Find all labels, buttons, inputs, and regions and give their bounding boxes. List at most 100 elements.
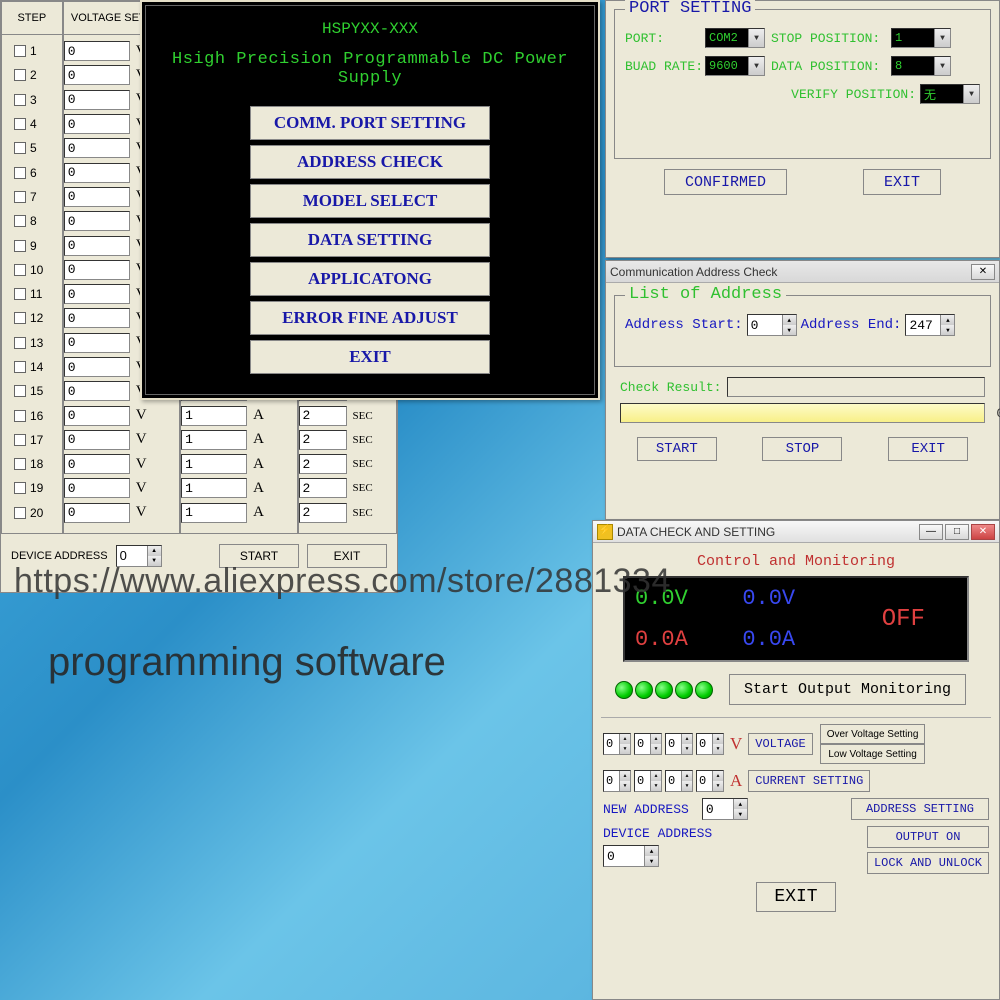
voltage-input[interactable]: 0 (64, 430, 130, 450)
step-checkbox[interactable] (14, 410, 26, 422)
voltage-input[interactable]: 0 (64, 65, 130, 85)
current-input[interactable]: 1 (181, 478, 247, 498)
digit-input[interactable]: 0▲▼ (603, 733, 631, 755)
step-start-button[interactable]: START (219, 544, 299, 568)
digit-input[interactable]: 0▲▼ (696, 733, 724, 755)
addr-start-button[interactable]: START (637, 437, 717, 461)
verify-pos-combo[interactable]: 无▼ (920, 84, 980, 104)
lock-unlock-button[interactable]: LOCK AND UNLOCK (867, 852, 989, 874)
time-input[interactable]: 2 (299, 478, 347, 498)
voltage-input[interactable]: 0 (64, 503, 130, 523)
current-input[interactable]: 1 (181, 406, 247, 426)
main-button-0[interactable]: COMM. PORT SETTING (250, 106, 490, 140)
device-address-input[interactable]: 0▲▼ (116, 545, 162, 567)
main-button-5[interactable]: ERROR FINE ADJUST (250, 301, 490, 335)
voltage-input[interactable]: 0 (64, 478, 130, 498)
minimize-icon[interactable]: — (919, 524, 943, 540)
output-on-button[interactable]: OUTPUT ON (867, 826, 989, 848)
step-checkbox[interactable] (14, 215, 26, 227)
device-address-input-2[interactable]: 0▲▼ (603, 845, 659, 867)
step-checkbox[interactable] (14, 94, 26, 106)
step-checkbox[interactable] (14, 288, 26, 300)
main-button-1[interactable]: ADDRESS CHECK (250, 145, 490, 179)
step-checkbox[interactable] (14, 458, 26, 470)
step-checkbox[interactable] (14, 118, 26, 130)
current-input[interactable]: 1 (181, 503, 247, 523)
confirmed-button[interactable]: CONFIRMED (664, 169, 787, 195)
data-exit-button[interactable]: EXIT (756, 882, 836, 912)
close-icon[interactable]: ✕ (971, 524, 995, 540)
step-checkbox[interactable] (14, 142, 26, 154)
step-checkbox[interactable] (14, 240, 26, 252)
step-number: 12 (30, 311, 43, 325)
step-checkbox[interactable] (14, 337, 26, 349)
time-input[interactable]: 2 (299, 430, 347, 450)
voltage-button[interactable]: VOLTAGE (748, 733, 812, 755)
voltage-input[interactable]: 0 (64, 454, 130, 474)
voltage-input[interactable]: 0 (64, 138, 130, 158)
addr-stop-button[interactable]: STOP (762, 437, 842, 461)
step-checkbox[interactable] (14, 167, 26, 179)
step-checkbox[interactable] (14, 385, 26, 397)
step-checkbox[interactable] (14, 45, 26, 57)
port-combo[interactable]: COM2▼ (705, 28, 765, 48)
step-checkbox[interactable] (14, 434, 26, 446)
voltage-input[interactable]: 0 (64, 406, 130, 426)
data-pos-combo[interactable]: 8▼ (891, 56, 951, 76)
current-setting-button[interactable]: CURRENT SETTING (748, 770, 870, 792)
step-checkbox[interactable] (14, 361, 26, 373)
addr-start-input[interactable]: 0▲▼ (747, 314, 797, 336)
digit-input[interactable]: 0▲▼ (696, 770, 724, 792)
voltage-input[interactable]: 0 (64, 236, 130, 256)
close-icon[interactable]: ✕ (971, 264, 995, 280)
voltage-input[interactable]: 0 (64, 187, 130, 207)
maximize-icon[interactable]: □ (945, 524, 969, 540)
voltage-input[interactable]: 0 (64, 260, 130, 280)
voltage-input[interactable]: 0 (64, 284, 130, 304)
start-monitoring-button[interactable]: Start Output Monitoring (729, 674, 966, 705)
address-setting-button[interactable]: ADDRESS SETTING (851, 798, 989, 820)
voltage-input[interactable]: 0 (64, 357, 130, 377)
step-number: 4 (30, 117, 37, 131)
digit-input[interactable]: 0▲▼ (603, 770, 631, 792)
step-checkbox[interactable] (14, 191, 26, 203)
step-exit-button[interactable]: EXIT (307, 544, 387, 568)
main-button-4[interactable]: APPLICATONG (250, 262, 490, 296)
baud-label: BUAD RATE: (625, 59, 705, 74)
stop-pos-combo[interactable]: 1▼ (891, 28, 951, 48)
step-checkbox[interactable] (14, 69, 26, 81)
time-input[interactable]: 2 (299, 503, 347, 523)
voltage-input[interactable]: 0 (64, 90, 130, 110)
voltage-input[interactable]: 0 (64, 381, 130, 401)
current-input[interactable]: 1 (181, 430, 247, 450)
main-button-3[interactable]: DATA SETTING (250, 223, 490, 257)
voltage-input[interactable]: 0 (64, 41, 130, 61)
voltage-input[interactable]: 0 (64, 333, 130, 353)
address-check-window: Communication Address Check ✕ List of Ad… (605, 260, 1000, 520)
addr-exit-button[interactable]: EXIT (888, 437, 968, 461)
voltage-input[interactable]: 0 (64, 211, 130, 231)
voltage-input[interactable]: 0 (64, 163, 130, 183)
time-input[interactable]: 2 (299, 454, 347, 474)
baud-combo[interactable]: 9600▼ (705, 56, 765, 76)
digit-input[interactable]: 0▲▼ (665, 733, 693, 755)
step-checkbox[interactable] (14, 507, 26, 519)
current-input[interactable]: 1 (181, 454, 247, 474)
digit-input[interactable]: 0▲▼ (665, 770, 693, 792)
step-checkbox[interactable] (14, 482, 26, 494)
main-button-6[interactable]: EXIT (250, 340, 490, 374)
data-window-title: DATA CHECK AND SETTING (617, 525, 919, 539)
time-input[interactable]: 2 (299, 406, 347, 426)
main-button-2[interactable]: MODEL SELECT (250, 184, 490, 218)
new-address-input[interactable]: 0▲▼ (702, 798, 748, 820)
low-voltage-button[interactable]: Low Voltage Setting (820, 744, 926, 764)
voltage-input[interactable]: 0 (64, 114, 130, 134)
over-voltage-button[interactable]: Over Voltage Setting (820, 724, 926, 744)
addr-end-input[interactable]: 247▲▼ (905, 314, 955, 336)
port-exit-button[interactable]: EXIT (863, 169, 941, 195)
step-checkbox[interactable] (14, 264, 26, 276)
step-checkbox[interactable] (14, 312, 26, 324)
digit-input[interactable]: 0▲▼ (634, 770, 662, 792)
digit-input[interactable]: 0▲▼ (634, 733, 662, 755)
voltage-input[interactable]: 0 (64, 308, 130, 328)
